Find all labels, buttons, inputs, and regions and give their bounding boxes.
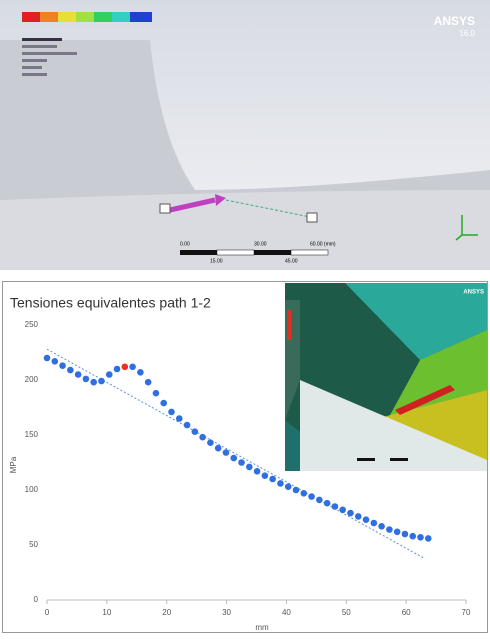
point <box>44 355 51 362</box>
x-tick-label: 10 <box>102 608 111 617</box>
x-tick-label: 70 <box>462 608 471 617</box>
point <box>59 362 66 369</box>
point <box>230 455 237 462</box>
point <box>355 513 362 520</box>
point <box>277 480 284 487</box>
point <box>223 449 230 456</box>
point <box>347 510 354 517</box>
version: 16.0 <box>459 29 475 38</box>
point <box>145 379 152 386</box>
x-tick-label: 0 <box>45 608 50 617</box>
point <box>168 409 175 416</box>
body-shade <box>0 190 490 270</box>
chart-title: Tensiones equivalentes path 1-2 <box>10 295 211 311</box>
point-1 <box>160 204 170 213</box>
point <box>215 445 222 452</box>
scale-label: 0.00 <box>180 241 190 247</box>
inset-brand: ANSYS <box>463 290 484 296</box>
point <box>285 483 292 490</box>
point <box>153 390 160 397</box>
point <box>238 459 245 466</box>
point <box>293 487 300 494</box>
point <box>332 503 339 510</box>
x-tick-label: 60 <box>402 608 411 617</box>
point <box>324 500 331 507</box>
point <box>160 400 167 407</box>
point <box>176 415 183 422</box>
point <box>316 497 323 504</box>
page: {"model_view": {"brand": "ANSYS", "versi… <box>0 0 490 634</box>
y-tick-label: 200 <box>25 375 39 384</box>
point <box>402 531 409 538</box>
point <box>67 367 74 374</box>
brand: ANSYS <box>434 14 475 28</box>
figure: ANSYS 16.0 0.00 30.00 60.00 (mm) 15.00 4… <box>0 0 490 634</box>
point <box>363 516 370 523</box>
point-2 <box>307 213 317 222</box>
point <box>254 468 261 475</box>
point <box>83 376 90 383</box>
scale-label: 60.00 (mm) <box>310 241 336 247</box>
point <box>90 379 97 386</box>
point <box>246 464 253 471</box>
x-tick-label: 50 <box>342 608 351 617</box>
scale-label: 30.00 <box>254 241 267 247</box>
point <box>106 371 113 378</box>
model-view: ANSYS 16.0 0.00 30.00 60.00 (mm) 15.00 4… <box>0 0 490 270</box>
scale-label: 15.00 <box>210 258 223 264</box>
point <box>339 507 346 514</box>
y-tick-label: 150 <box>25 430 39 439</box>
legend-bar <box>22 12 152 22</box>
x-axis-label: mm <box>255 623 269 632</box>
point <box>114 366 121 373</box>
point <box>417 534 424 541</box>
inset-view: ANSYS <box>285 283 487 471</box>
point <box>75 371 82 378</box>
point <box>184 422 191 429</box>
point <box>199 434 206 441</box>
point <box>137 369 144 376</box>
y-tick-label: 0 <box>34 595 39 604</box>
point <box>308 493 315 500</box>
point <box>269 476 276 483</box>
point <box>409 533 416 540</box>
x-tick-label: 40 <box>282 608 291 617</box>
point <box>129 364 136 371</box>
y-tick-label: 250 <box>25 320 39 329</box>
point <box>378 523 385 530</box>
point <box>386 526 393 533</box>
point <box>300 490 307 497</box>
point <box>371 520 378 527</box>
y-tick-label: 100 <box>25 485 39 494</box>
point <box>98 378 105 385</box>
y-tick-label: 50 <box>29 540 38 549</box>
point <box>425 535 432 542</box>
scale-label: 45.00 <box>285 258 298 264</box>
point <box>51 358 58 365</box>
point <box>394 529 401 536</box>
point <box>122 364 129 371</box>
point <box>207 439 214 446</box>
y-axis-label: MPa <box>9 456 18 473</box>
x-tick-label: 30 <box>222 608 231 617</box>
x-tick-label: 20 <box>162 608 171 617</box>
point <box>262 472 269 479</box>
point <box>192 428 199 435</box>
